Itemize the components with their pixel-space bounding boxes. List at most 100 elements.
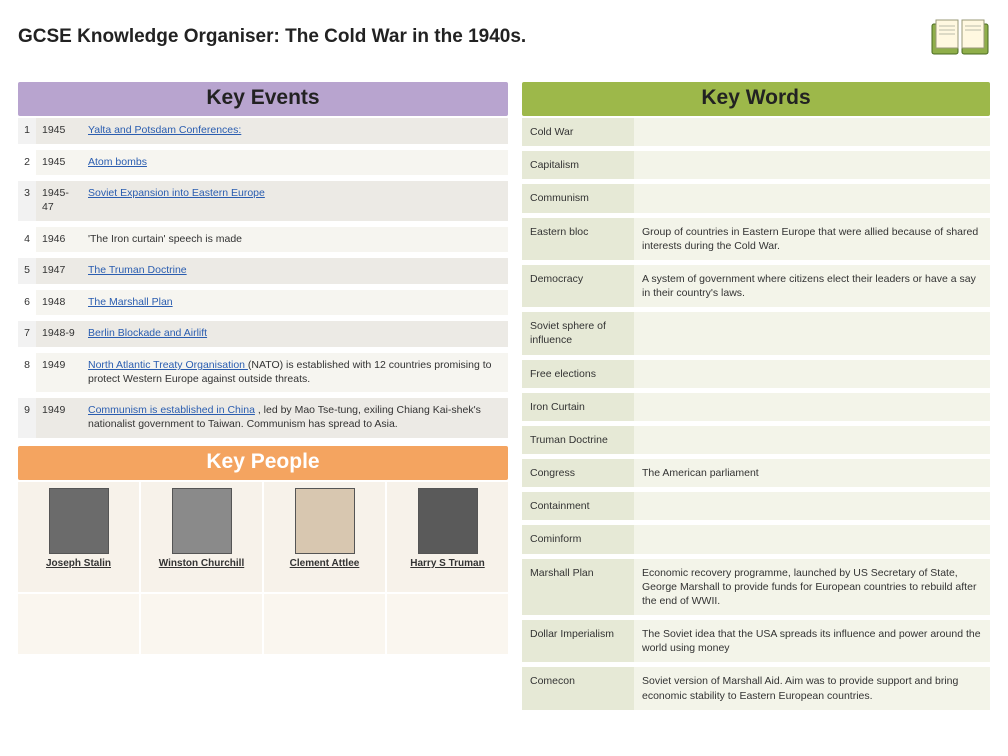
event-num: 6 xyxy=(18,287,36,319)
event-desc: Communism is established in China , led … xyxy=(82,395,508,440)
word-term: Marshall Plan xyxy=(522,556,634,618)
word-term: Congress xyxy=(522,457,634,490)
word-row: Iron Curtain xyxy=(522,390,990,423)
event-num: 1 xyxy=(18,118,36,147)
person-name: Harry S Truman xyxy=(389,558,506,569)
word-term: Comecon xyxy=(522,665,634,712)
event-desc: North Atlantic Treaty Organisation (NATO… xyxy=(82,350,508,395)
key-people-row: Joseph Stalin Winston ChurchillClement At… xyxy=(18,482,508,592)
event-row: 11945Yalta and Potsdam Conferences: xyxy=(18,118,508,147)
event-desc: The Truman Doctrine xyxy=(82,255,508,287)
people-blank-row xyxy=(18,594,508,654)
event-num: 5 xyxy=(18,255,36,287)
word-term: Democracy xyxy=(522,262,634,309)
word-row: Containment xyxy=(522,490,990,523)
event-link[interactable]: North Atlantic Treaty Organisation xyxy=(88,359,248,371)
word-def xyxy=(634,423,990,456)
event-desc: The Marshall Plan xyxy=(82,287,508,319)
event-num: 2 xyxy=(18,147,36,179)
key-people-header: Key People xyxy=(18,446,508,480)
word-def: Economic recovery programme, launched by… xyxy=(634,556,990,618)
event-link[interactable]: Atom bombs xyxy=(88,156,147,168)
word-row: ComeconSoviet version of Marshall Aid. A… xyxy=(522,665,990,712)
key-words-header: Key Words xyxy=(522,82,990,116)
event-row: 31945-47 Soviet Expansion into Eastern Eu… xyxy=(18,178,508,223)
word-term: Capitalism xyxy=(522,149,634,182)
left-column: Key Events 11945Yalta and Potsdam Confer… xyxy=(18,82,508,715)
event-year: 1945-47 xyxy=(36,178,82,223)
word-row: Cominform xyxy=(522,523,990,556)
word-def: The Soviet idea that the USA spreads its… xyxy=(634,618,990,665)
word-row: Marshall PlanEconomic recovery programme… xyxy=(522,556,990,618)
event-desc: Berlin Blockade and Airlift xyxy=(82,318,508,350)
event-num: 7 xyxy=(18,318,36,350)
person-photo xyxy=(418,488,478,554)
book-icon xyxy=(930,12,990,62)
person-card: Clement Attlee xyxy=(264,482,385,592)
word-def xyxy=(634,182,990,215)
person-photo xyxy=(49,488,109,554)
page-title: GCSE Knowledge Organiser: The Cold War i… xyxy=(18,12,990,62)
event-desc: Atom bombs xyxy=(82,147,508,179)
word-term: Truman Doctrine xyxy=(522,423,634,456)
word-def xyxy=(634,310,990,357)
word-term: Containment xyxy=(522,490,634,523)
event-link[interactable]: Yalta and Potsdam Conferences: xyxy=(88,124,241,136)
word-row: DemocracyA system of government where ci… xyxy=(522,262,990,309)
blank-cell xyxy=(387,594,508,654)
event-desc: Yalta and Potsdam Conferences: xyxy=(82,118,508,147)
event-link[interactable]: Berlin Blockade and Airlift xyxy=(88,327,207,339)
word-def xyxy=(634,490,990,523)
person-card: Joseph Stalin xyxy=(18,482,139,592)
word-def xyxy=(634,149,990,182)
event-row: 91949Communism is established in China ,… xyxy=(18,395,508,440)
word-def xyxy=(634,390,990,423)
event-year: 1949 xyxy=(36,350,82,395)
word-term: Free elections xyxy=(522,357,634,390)
event-num: 8 xyxy=(18,350,36,395)
event-row: 71948-9 Berlin Blockade and Airlift xyxy=(18,318,508,350)
person-name: Joseph Stalin xyxy=(20,558,137,569)
blank-cell xyxy=(264,594,385,654)
person-card: Harry S Truman xyxy=(387,482,508,592)
key-events-table: 11945Yalta and Potsdam Conferences:21945… xyxy=(18,118,508,444)
key-events-header: Key Events xyxy=(18,82,508,116)
event-link[interactable]: The Truman Doctrine xyxy=(88,264,187,276)
event-row: 21945Atom bombs xyxy=(18,147,508,179)
event-year: 1946 xyxy=(36,224,82,256)
event-link[interactable]: Communism is established in China xyxy=(88,404,255,416)
word-def xyxy=(634,523,990,556)
word-def: A system of government where citizens el… xyxy=(634,262,990,309)
event-row: 61948The Marshall Plan xyxy=(18,287,508,319)
word-row: Capitalism xyxy=(522,149,990,182)
event-num: 3 xyxy=(18,178,36,223)
event-row: 81949North Atlantic Treaty Organisation … xyxy=(18,350,508,395)
event-row: 41946'The Iron curtain' speech is made xyxy=(18,224,508,256)
event-year: 1947 xyxy=(36,255,82,287)
person-photo xyxy=(172,488,232,554)
word-row: Truman Doctrine xyxy=(522,423,990,456)
event-num: 9 xyxy=(18,395,36,440)
event-desc: Soviet Expansion into Eastern Europe xyxy=(82,178,508,223)
key-people-section: Key People Joseph Stalin Winston Churchil… xyxy=(18,446,508,654)
event-link[interactable]: Soviet Expansion into Eastern Europe xyxy=(88,187,265,199)
word-term: Iron Curtain xyxy=(522,390,634,423)
title-text: GCSE Knowledge Organiser: The Cold War i… xyxy=(18,26,526,48)
word-row: Dollar ImperialismThe Soviet idea that t… xyxy=(522,618,990,665)
key-words-table: Cold WarCapitalismCommunismEastern blocG… xyxy=(522,118,990,715)
person-photo xyxy=(295,488,355,554)
event-num: 4 xyxy=(18,224,36,256)
event-link[interactable]: The Marshall Plan xyxy=(88,296,173,308)
event-year: 1948-9 xyxy=(36,318,82,350)
word-row: Eastern blocGroup of countries in Easter… xyxy=(522,215,990,262)
blank-cell xyxy=(18,594,139,654)
word-def: Soviet version of Marshall Aid. Aim was … xyxy=(634,665,990,712)
word-term: Eastern bloc xyxy=(522,215,634,262)
word-row: Free elections xyxy=(522,357,990,390)
event-row: 51947 The Truman Doctrine xyxy=(18,255,508,287)
word-row: Soviet sphere of influence xyxy=(522,310,990,357)
word-term: Cold War xyxy=(522,118,634,149)
word-def: Group of countries in Eastern Europe tha… xyxy=(634,215,990,262)
word-term: Dollar Imperialism xyxy=(522,618,634,665)
person-card: Winston Churchill xyxy=(141,482,262,592)
